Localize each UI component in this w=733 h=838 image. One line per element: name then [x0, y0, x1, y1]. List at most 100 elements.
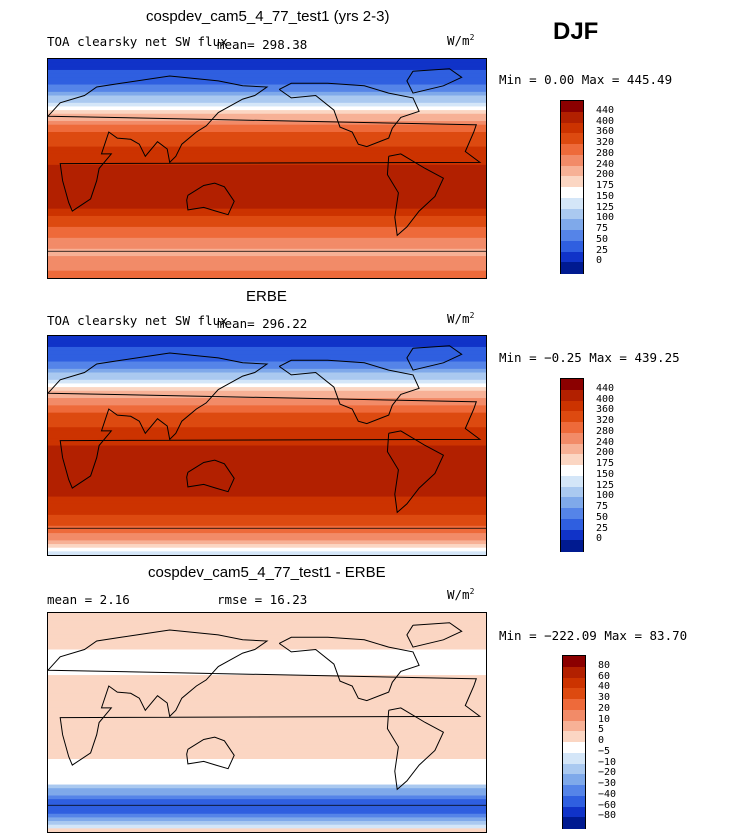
colorbar-tick-label: 175: [596, 458, 615, 469]
latitude-band: [48, 806, 486, 811]
colorbar-tick-label: 320: [596, 415, 615, 426]
latitude-band: [48, 263, 486, 268]
latitude-band: [48, 237, 486, 243]
colorbar-tick-label: 75: [596, 501, 609, 512]
latitude-band: [48, 91, 486, 97]
latitude-band: [48, 215, 486, 221]
colorbar-tick-label: 150: [596, 468, 615, 480]
latitude-band: [48, 164, 486, 170]
latitude-band: [48, 656, 486, 662]
latitude-band: [48, 452, 486, 458]
colorbar-tick-label: 400: [596, 115, 615, 127]
colorbar-swatch: [561, 540, 583, 552]
colorbar-swatch: [561, 518, 583, 530]
colorbar-tick-label: 40: [598, 681, 611, 693]
latitude-band: [48, 365, 486, 370]
colorbar-tick-label: 400: [596, 393, 615, 405]
panel1-map: [47, 58, 487, 279]
latitude-band: [48, 368, 486, 374]
colorbar-tick-label: −20: [598, 767, 617, 779]
colorbar-tick-label: 25: [596, 244, 609, 256]
latitude-band: [48, 529, 486, 534]
latitude-band: [48, 762, 486, 767]
colorbar-box: [562, 655, 586, 829]
latitude-band: [48, 339, 486, 344]
panel2-mean: mean= 296.22: [217, 316, 308, 331]
latitude-band: [48, 788, 486, 793]
latitude-band: [48, 536, 486, 541]
colorbar-tick-label: 150: [596, 190, 615, 202]
latitude-band: [48, 634, 486, 640]
latitude-band: [48, 795, 486, 800]
colorbar-swatch: [561, 432, 583, 444]
latitude-band: [48, 252, 486, 257]
colorbar-tick-label: −5: [598, 745, 611, 757]
panel2-variable-label: TOA clearsky net SW flux: [47, 313, 228, 328]
latitude-band: [48, 390, 486, 395]
latitude-band: [48, 113, 486, 118]
colorbar-tick-label: 360: [596, 126, 615, 138]
colorbar-swatch: [563, 699, 585, 711]
latitude-band: [48, 675, 486, 680]
latitude-band: [48, 755, 486, 760]
latitude-band: [48, 59, 486, 64]
colorbar-swatch: [561, 144, 583, 156]
colorbar-swatch: [563, 785, 585, 797]
latitude-band: [48, 511, 486, 516]
latitude-band: [48, 172, 486, 177]
coastline: [386, 707, 445, 791]
latitude-band: [48, 336, 486, 341]
colorbar-swatch: [561, 475, 583, 487]
panel3-map-canvas: [48, 613, 486, 832]
latitude-band: [48, 387, 486, 392]
colorbar-tick-label: 200: [596, 447, 615, 459]
latitude-band: [48, 729, 486, 735]
latitude-band: [48, 379, 486, 385]
colorbar-tick-label: 75: [596, 223, 609, 234]
latitude-band: [48, 780, 486, 786]
colorbar-tick-label: 360: [596, 404, 615, 416]
colorbar-swatch: [561, 251, 583, 263]
latitude-band: [48, 773, 486, 778]
coastline: [48, 352, 482, 489]
latitude-band: [48, 686, 486, 691]
latitude-band: [48, 106, 486, 111]
latitude-band: [48, 507, 486, 512]
latitude-band: [48, 175, 486, 181]
colorbar-swatch: [563, 774, 585, 786]
colorbar-tick-label: 50: [596, 233, 609, 245]
coastline: [406, 622, 463, 648]
latitude-band: [48, 813, 486, 818]
latitude-band: [48, 168, 486, 173]
coastline: [186, 182, 235, 216]
panel1-minmax: Min = 0.00 Max = 445.49: [499, 72, 673, 87]
panel2-title: ERBE: [246, 288, 287, 305]
latitude-band: [48, 471, 486, 476]
colorbar-tick-label: 60: [598, 670, 611, 682]
latitude-band: [48, 226, 486, 232]
latitude-band: [48, 449, 486, 454]
colorbar-swatch: [563, 720, 585, 732]
coastline: [386, 153, 445, 237]
latitude-band: [48, 234, 486, 239]
latitude-band: [48, 456, 486, 461]
latitude-band: [48, 128, 486, 133]
latitude-band: [48, 383, 486, 388]
latitude-band: [48, 496, 486, 501]
latitude-band: [48, 194, 486, 199]
panel1-units: W/m2: [447, 33, 475, 49]
latitude-band: [48, 121, 486, 126]
panel3-units: W/m2: [447, 587, 475, 603]
latitude-band: [48, 551, 486, 555]
colorbar-swatch: [563, 817, 585, 829]
colorbar-box: [560, 378, 584, 552]
colorbar-tick-label: 240: [596, 436, 615, 448]
panel3-minmax: Min = −222.09 Max = 83.70: [499, 628, 688, 643]
colorbar-swatch: [561, 197, 583, 209]
latitude-band: [48, 664, 486, 669]
latitude-band: [48, 482, 486, 487]
latitude-band: [48, 642, 486, 647]
latitude-band: [48, 817, 486, 822]
latitude-band: [48, 66, 486, 71]
latitude-band: [48, 183, 486, 188]
